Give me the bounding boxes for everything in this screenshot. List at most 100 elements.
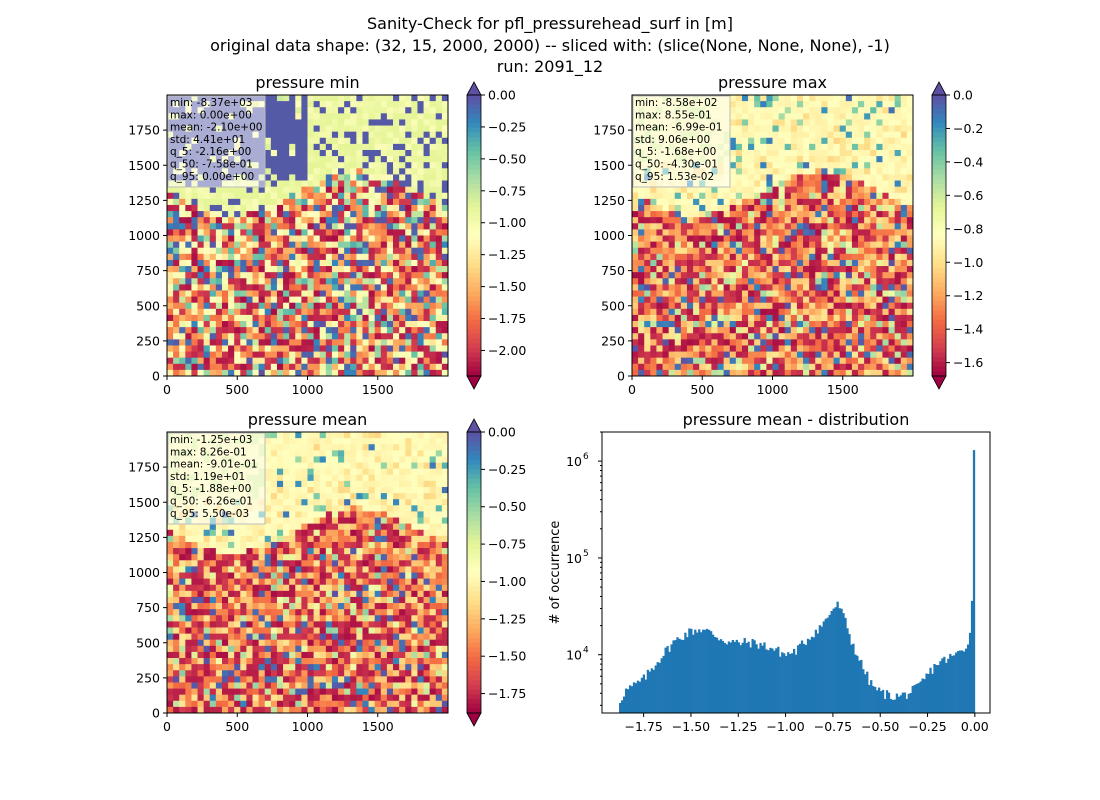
heatmap-cell bbox=[368, 211, 376, 218]
heatmap-cell bbox=[674, 229, 682, 236]
heatmap-cell bbox=[167, 658, 174, 665]
heatmap-cell bbox=[894, 174, 902, 181]
heatmap-cell bbox=[167, 664, 174, 671]
x-tick-label: 1500 bbox=[362, 382, 394, 397]
heatmap-cell bbox=[411, 241, 418, 249]
heatmap-cell bbox=[350, 119, 357, 126]
heatmap-cell bbox=[197, 290, 205, 297]
heatmap-cell bbox=[313, 272, 321, 279]
heatmap-cell bbox=[270, 119, 278, 126]
heatmap-cell bbox=[374, 198, 382, 206]
heatmap-cell bbox=[815, 357, 822, 365]
heatmap-cell bbox=[888, 339, 896, 346]
heatmap-cell bbox=[234, 529, 241, 537]
heatmap-cell bbox=[900, 272, 908, 279]
heatmap-cell bbox=[380, 198, 388, 206]
heatmap-cell bbox=[833, 174, 841, 181]
heatmap-cell bbox=[179, 609, 186, 616]
heatmap-cell bbox=[644, 345, 651, 352]
heatmap-cell bbox=[858, 211, 865, 218]
heatmap-cell bbox=[331, 357, 339, 365]
heatmap-cell bbox=[276, 363, 284, 371]
heatmap-cell bbox=[723, 351, 731, 359]
heatmap-cell bbox=[393, 296, 400, 304]
heatmap-cell bbox=[215, 186, 223, 194]
heatmap-cell bbox=[179, 186, 186, 194]
heatmap-cell bbox=[325, 198, 333, 206]
heatmap-cell bbox=[888, 357, 896, 365]
heatmap-cell bbox=[295, 272, 302, 279]
heatmap-cell bbox=[693, 308, 700, 316]
heatmap-cell bbox=[301, 125, 308, 133]
heatmap-cell bbox=[650, 278, 657, 285]
heatmap-cell bbox=[735, 223, 743, 230]
heatmap-cell bbox=[668, 229, 676, 236]
heatmap-cell bbox=[429, 137, 437, 145]
heatmap-cell bbox=[197, 615, 205, 622]
heatmap-cell bbox=[644, 314, 651, 322]
heatmap-cell bbox=[270, 351, 278, 359]
heatmap-cell bbox=[203, 302, 211, 310]
heatmap-cell bbox=[209, 596, 217, 604]
heatmap-cell bbox=[833, 186, 841, 194]
heatmap-cell bbox=[729, 363, 737, 371]
heatmap-cell bbox=[815, 198, 822, 206]
heatmap-cell bbox=[331, 314, 339, 322]
heatmap-cell bbox=[870, 290, 877, 297]
heatmap-cell bbox=[900, 290, 908, 297]
heatmap-cell bbox=[429, 290, 437, 297]
heatmap-cell bbox=[882, 308, 889, 316]
heatmap-cell bbox=[711, 357, 718, 365]
heatmap-cell bbox=[662, 351, 670, 359]
heatmap-cell bbox=[209, 327, 217, 334]
heatmap-cell bbox=[760, 204, 767, 212]
heatmap-cell bbox=[173, 217, 180, 224]
heatmap-cell bbox=[632, 241, 639, 249]
heatmap-cell bbox=[393, 192, 400, 200]
heatmap-cell bbox=[307, 253, 315, 261]
heatmap-cell bbox=[435, 113, 443, 120]
heatmap-cell bbox=[803, 308, 810, 316]
colorbar-segment bbox=[467, 169, 481, 176]
heatmap-cell bbox=[221, 664, 229, 671]
heatmap-cell bbox=[906, 333, 914, 340]
heatmap-cell bbox=[870, 107, 877, 114]
heatmap-cell bbox=[283, 314, 290, 322]
heatmap-cell bbox=[662, 192, 670, 200]
heatmap-cell bbox=[845, 345, 853, 352]
heatmap-cell bbox=[809, 107, 816, 114]
heatmap-cell bbox=[221, 266, 229, 273]
heatmap-cell bbox=[307, 149, 315, 157]
heatmap-cell bbox=[784, 143, 792, 151]
heatmap-cell bbox=[215, 333, 223, 340]
heatmap-cell bbox=[656, 272, 663, 279]
heatmap-cell bbox=[252, 211, 260, 218]
heatmap-cell bbox=[784, 333, 792, 340]
heatmap-cell bbox=[876, 345, 883, 352]
heatmap-cell bbox=[796, 345, 804, 352]
heatmap-cell bbox=[215, 639, 223, 647]
heatmap-cell bbox=[680, 192, 688, 200]
heatmap-cell bbox=[276, 241, 284, 249]
heatmap-cell bbox=[821, 143, 828, 151]
heatmap-cell bbox=[331, 143, 339, 151]
heatmap-cell bbox=[748, 131, 755, 139]
heatmap-cell bbox=[772, 186, 780, 194]
heatmap-cell bbox=[833, 259, 841, 267]
heatmap-cell bbox=[735, 266, 743, 273]
heatmap-cell bbox=[240, 296, 247, 304]
heatmap-cell bbox=[399, 156, 406, 163]
heatmap-cell bbox=[338, 156, 345, 163]
heatmap-cell bbox=[307, 180, 315, 188]
heatmap-cell bbox=[173, 369, 180, 377]
heatmap-cell bbox=[686, 284, 694, 291]
heatmap-cell bbox=[276, 198, 284, 206]
heatmap-cell bbox=[276, 339, 284, 346]
heatmap-cell bbox=[870, 247, 877, 255]
heatmap-cell bbox=[325, 284, 333, 291]
heatmap-cell bbox=[827, 247, 834, 255]
heatmap-cell bbox=[815, 247, 822, 255]
heatmap-cell bbox=[809, 223, 816, 230]
heatmap-cell bbox=[313, 369, 321, 377]
heatmap-cell bbox=[638, 223, 645, 230]
